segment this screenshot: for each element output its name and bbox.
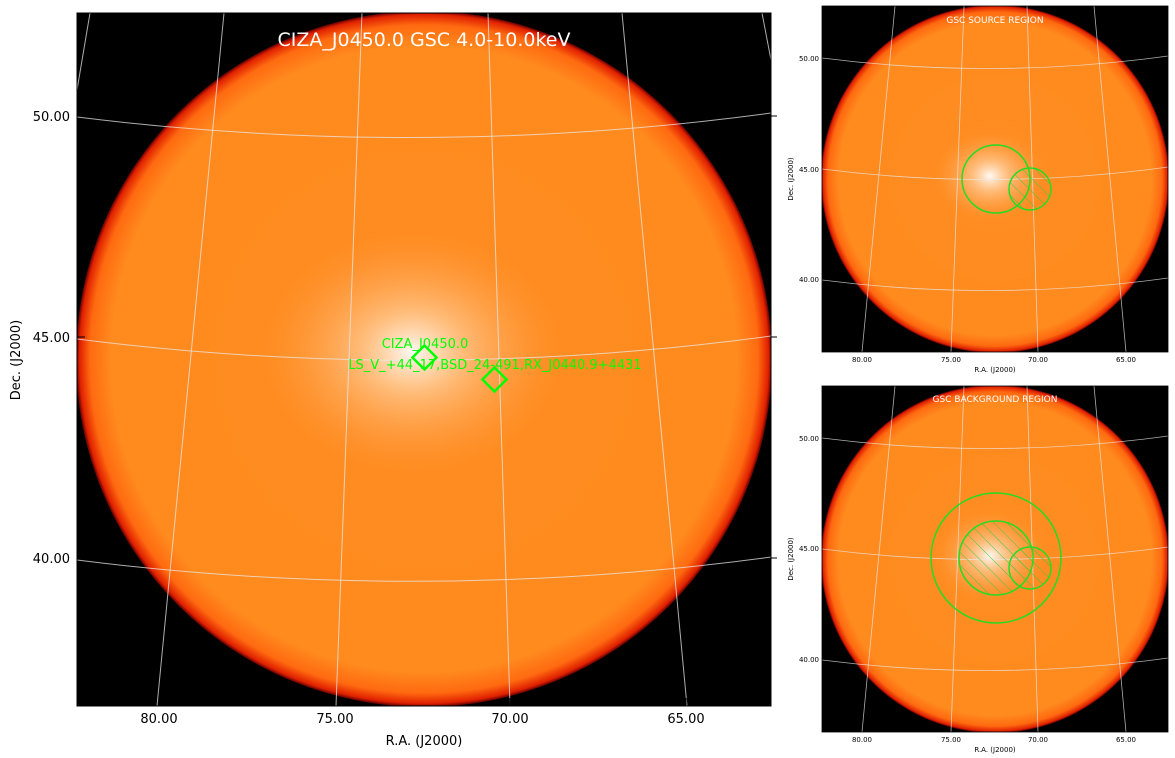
background-frame bbox=[821, 385, 1169, 733]
background-y-tick-label: 40.00 bbox=[799, 656, 819, 664]
main-x-tick-label: 70.00 bbox=[491, 712, 528, 727]
source-x-axis-label: R.A. (J2000) bbox=[974, 366, 1016, 374]
background-neighbor-exclusion bbox=[1008, 546, 1052, 590]
background-x-tick-label: 75.00 bbox=[941, 736, 961, 744]
background-coordinate-grid bbox=[822, 386, 1168, 732]
main-panel: CIZA_J0450.0 LS_V_+44_17,BSD_24-491,RX_J… bbox=[9, 12, 777, 749]
background-x-tick-label: 80.00 bbox=[852, 736, 872, 744]
background-x-tick-label: 70.00 bbox=[1028, 736, 1048, 744]
background-y-tick-label: 50.00 bbox=[799, 435, 819, 443]
source-x-tick-label: 75.00 bbox=[941, 356, 961, 364]
source-y-tick-label: 50.00 bbox=[799, 55, 819, 63]
background-annulus-outer bbox=[930, 492, 1062, 624]
main-x-tick-label: 65.00 bbox=[667, 712, 704, 727]
source-region-panel: GSC SOURCE REGION 80.00 75.00 70.00 65.0… bbox=[787, 5, 1169, 374]
source-y-tick-label: 40.00 bbox=[799, 276, 819, 284]
source-extraction-circle bbox=[961, 144, 1031, 214]
source-x-tick-label: 80.00 bbox=[852, 356, 872, 364]
source-marker bbox=[410, 343, 439, 372]
background-panel-title: GSC BACKGROUND REGION bbox=[933, 395, 1058, 405]
neighbor-marker bbox=[480, 365, 509, 394]
source-y-axis-label: Dec. (J2000) bbox=[787, 157, 795, 201]
source-x-tick-label: 70.00 bbox=[1028, 356, 1048, 364]
main-x-tick-label: 75.00 bbox=[316, 712, 353, 727]
source-y-tick-label: 45.00 bbox=[799, 166, 819, 174]
background-region-panel: GSC BACKGROUND REGION 80.00 75.00 70.00 … bbox=[787, 385, 1169, 754]
source-panel-title: GSC SOURCE REGION bbox=[946, 16, 1043, 26]
neighbor-label: LS_V_+44_17,BSD_24-491,RX_J0440.9+4431 bbox=[348, 358, 641, 373]
main-x-axis-label: R.A. (J2000) bbox=[386, 734, 463, 749]
main-source-glow bbox=[262, 232, 562, 472]
source-exclusion-region bbox=[1008, 167, 1052, 211]
main-coordinate-grid bbox=[77, 13, 771, 706]
background-x-axis-label: R.A. (J2000) bbox=[974, 746, 1016, 754]
source-frame bbox=[821, 5, 1169, 353]
background-y-axis-label: Dec. (J2000) bbox=[787, 537, 795, 581]
background-y-tick-label: 45.00 bbox=[799, 545, 819, 553]
main-y-tick-label: 50.00 bbox=[33, 110, 70, 125]
main-ticks bbox=[77, 115, 777, 706]
main-y-tick-label: 40.00 bbox=[33, 552, 70, 567]
main-y-axis-label: Dec. (J2000) bbox=[9, 320, 24, 400]
main-y-tick-label: 45.00 bbox=[33, 331, 70, 346]
main-frame bbox=[76, 12, 772, 707]
source-label: CIZA_J0450.0 bbox=[382, 337, 469, 352]
source-x-tick-label: 65.00 bbox=[1116, 356, 1136, 364]
background-x-tick-label: 65.00 bbox=[1116, 736, 1136, 744]
main-x-tick-label: 80.00 bbox=[140, 712, 177, 727]
main-title: CIZA_J0450.0 GSC 4.0-10.0keV bbox=[278, 29, 571, 51]
